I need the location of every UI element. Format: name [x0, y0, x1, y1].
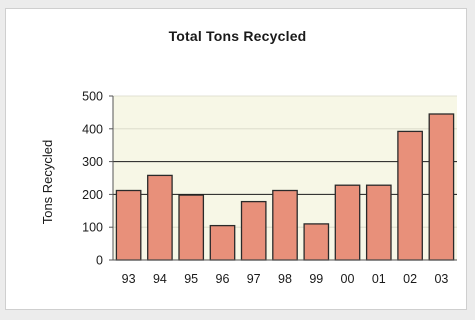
bar-00: [334, 184, 361, 261]
y-tick-label: 300: [82, 155, 103, 169]
x-tick-label: 99: [309, 272, 323, 286]
bar-03: [428, 113, 455, 261]
y-tick-label: 400: [82, 122, 103, 136]
x-tick-label: 95: [184, 272, 198, 286]
bar-96: [209, 224, 236, 261]
y-tick-label: 500: [82, 90, 103, 104]
bar-93: [115, 189, 142, 261]
bar-02: [397, 130, 423, 261]
x-tick-label: 03: [434, 272, 448, 286]
x-tick-label: 98: [278, 272, 292, 286]
bar-01: [365, 184, 392, 261]
bars: [115, 113, 455, 261]
axes: [109, 95, 457, 261]
bar-94: [147, 174, 173, 261]
bar-95: [178, 194, 205, 261]
y-tick-label: 200: [82, 188, 103, 202]
bar-98: [272, 189, 298, 261]
y-tick-label: 0: [96, 254, 103, 268]
x-tick-label: 01: [372, 272, 386, 286]
y-axis-label: Tons Recycled: [40, 140, 55, 225]
x-tick-label: 94: [153, 272, 167, 286]
x-tick-labels: 93 94 95 96 97 98 99 00 01 02 03: [122, 272, 449, 286]
x-tick-label: 02: [403, 272, 417, 286]
chart-title: Total Tons Recycled: [168, 28, 307, 44]
y-tick-label: 100: [82, 221, 103, 235]
bar-97: [240, 200, 267, 261]
x-tick-label: 96: [216, 272, 230, 286]
x-tick-label: 00: [341, 272, 355, 286]
x-tick-label: 97: [247, 272, 261, 286]
x-tick-label: 93: [122, 272, 136, 286]
y-tick-labels: 0 100 200 300 400 500: [82, 90, 103, 268]
bar-99: [303, 223, 330, 261]
